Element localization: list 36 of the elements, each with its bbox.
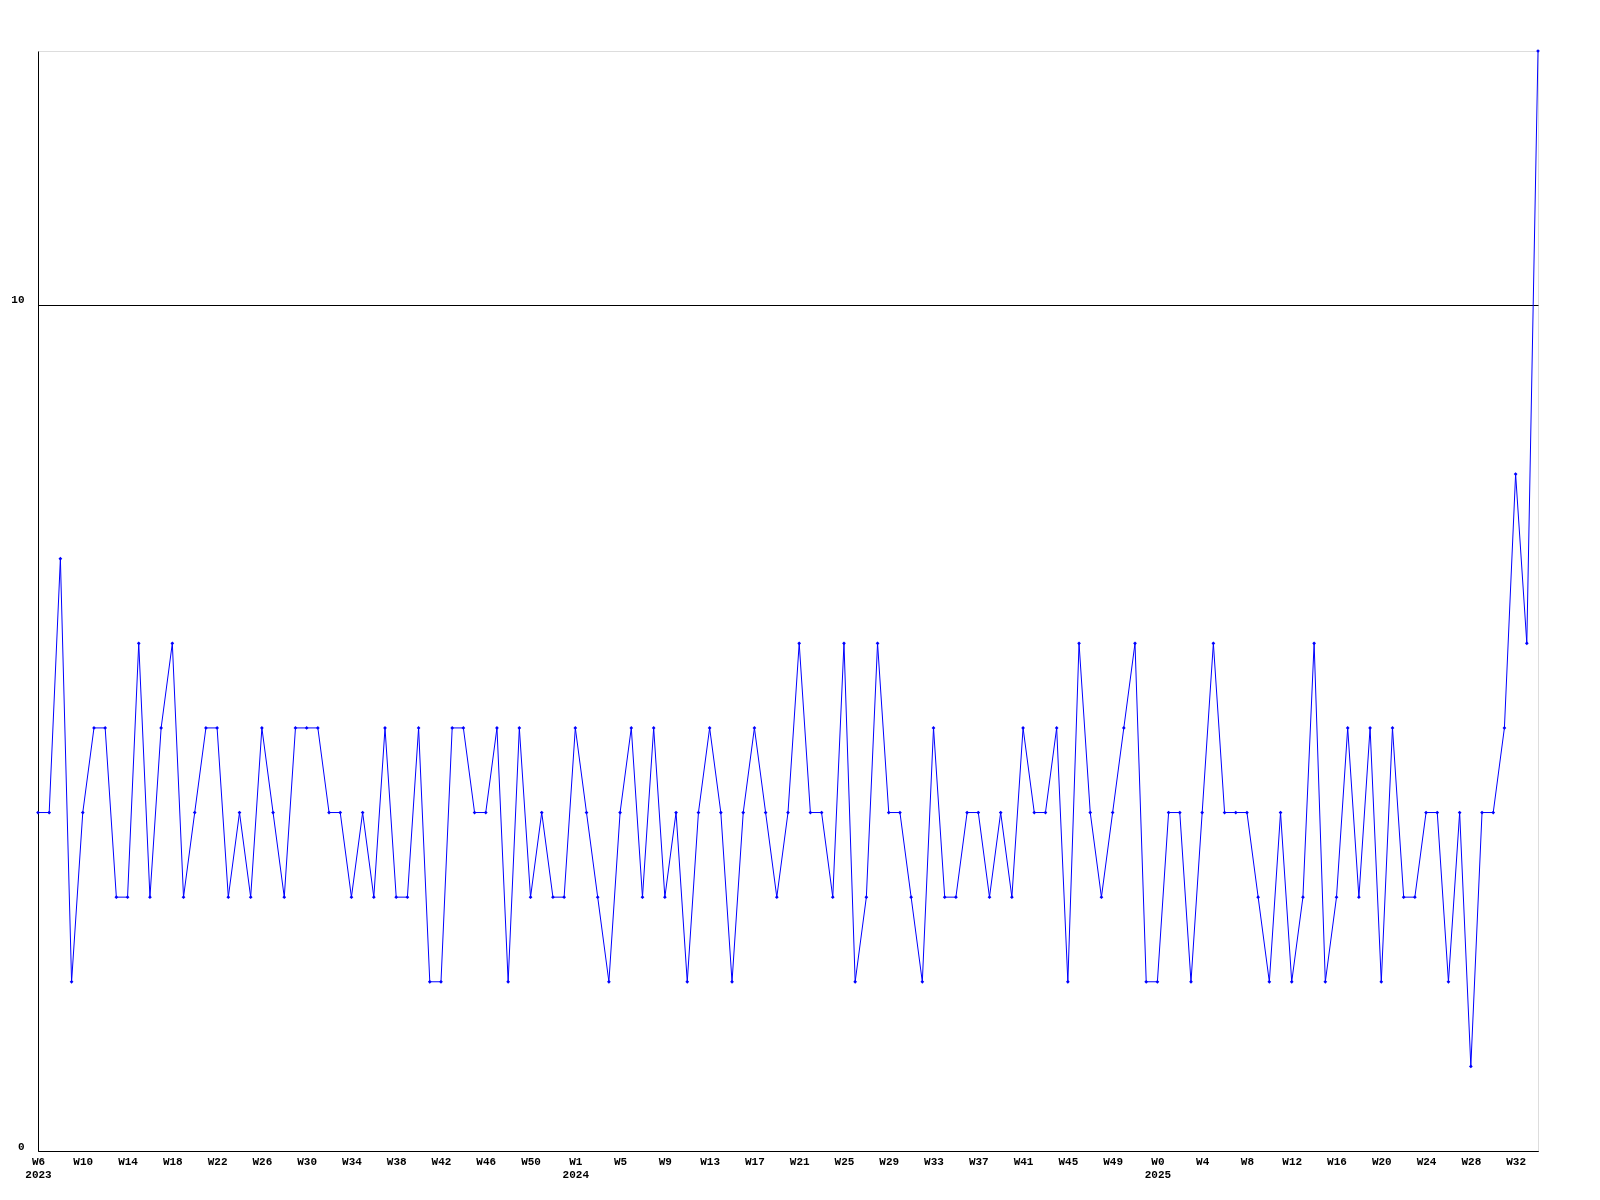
x-tick-label: W49 [1103,1155,1124,1168]
x-tick-label: W9 [658,1155,672,1168]
x-tick-label: W1 2024 [562,1155,590,1181]
x-tick-label: W38 [386,1155,407,1168]
x-tick-label: W32 [1506,1155,1527,1168]
x-tick-label: W4 [1196,1155,1210,1168]
x-tick-label: W34 [342,1155,363,1168]
x-tick-label: W24 [1416,1155,1437,1168]
x-tick-label: W33 [924,1155,945,1168]
x-tick-label: W42 [431,1155,452,1168]
x-tick-label: W16 [1327,1155,1347,1168]
x-tick-label: W10 [73,1155,94,1168]
x-tick-label: W20 [1371,1155,1392,1168]
x-tick-label: W30 [297,1155,318,1168]
x-tick-label: W21 [789,1155,810,1168]
x-tick-label: W14 [118,1155,139,1168]
x-tick-label: W13 [700,1155,721,1168]
x-tick-label: W12 [1282,1155,1303,1168]
x-tick-label: W50 [521,1155,541,1168]
x-tick-label: W26 [252,1155,273,1168]
y-tick-label: 0 [17,1140,25,1153]
x-tick-label: W45 [1058,1155,1079,1168]
x-tick-label: W17 [745,1155,765,1168]
x-tick-label: W28 [1461,1155,1482,1168]
x-tick-label: W46 [476,1155,497,1168]
x-tick-label: W25 [834,1155,855,1168]
x-tick-label: W29 [879,1155,900,1168]
x-tick-label: W5 [613,1155,628,1168]
x-tick-label: W37 [968,1155,989,1168]
x-tick-label: W0 2025 [1144,1155,1172,1181]
x-tick-label: W18 [162,1155,184,1168]
x-tick-label: W22 [207,1155,228,1168]
x-tick-label: W8 [1240,1155,1255,1168]
x-tick-label: W6 2023 [25,1155,53,1181]
x-tick-label: W41 [1013,1155,1034,1168]
y-tick-label: 10 [11,294,25,307]
